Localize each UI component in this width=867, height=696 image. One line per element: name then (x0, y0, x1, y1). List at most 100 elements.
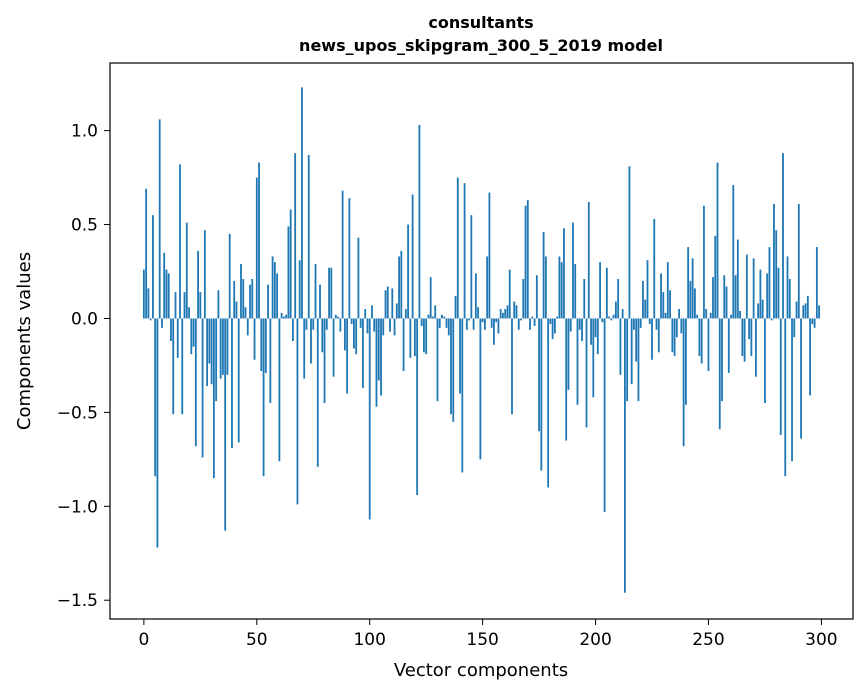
bar-140 (459, 318, 461, 394)
bar-202 (599, 262, 601, 319)
plot-frame (109, 62, 854, 620)
bar-213 (624, 318, 626, 593)
bar-233 (669, 290, 671, 319)
bar-286 (788, 279, 791, 319)
bar-171 (529, 318, 531, 330)
bar-78 (319, 284, 321, 319)
bar-48 (251, 279, 254, 319)
bar-26 (201, 318, 204, 458)
bar-214 (626, 318, 629, 402)
bar-75 (312, 318, 315, 330)
bar-205 (605, 267, 608, 319)
bar-201 (596, 318, 599, 355)
bar-273 (759, 269, 762, 319)
bar-297 (813, 318, 816, 328)
y-tick-label: −1.0 (57, 497, 98, 517)
bar-37 (226, 318, 229, 375)
bar-248 (703, 205, 705, 319)
bar-136 (450, 318, 452, 415)
bar-284 (784, 318, 787, 477)
bar-154 (490, 318, 493, 328)
bar-206 (608, 316, 610, 319)
bar-292 (802, 305, 805, 319)
bar-38 (228, 233, 231, 319)
bar-294 (806, 295, 809, 319)
bar-277 (768, 247, 771, 319)
bar-184 (558, 256, 561, 319)
bar-133 (443, 316, 446, 319)
bar-168 (522, 279, 525, 319)
bar-4 (152, 215, 154, 319)
bar-199 (592, 318, 595, 398)
x-tick-label: 50 (246, 630, 268, 650)
bar-100 (368, 318, 371, 520)
x-tick-label: 250 (692, 630, 724, 650)
bar-280 (775, 230, 778, 319)
bar-164 (513, 301, 516, 319)
bar-90 (346, 318, 349, 394)
bar-270 (752, 258, 755, 319)
bar-144 (468, 318, 470, 321)
bar-238 (680, 318, 683, 334)
bar-235 (673, 318, 676, 357)
bar-160 (504, 309, 507, 319)
bar-109 (389, 318, 391, 332)
bar-32 (215, 318, 218, 402)
bar-279 (773, 203, 775, 319)
bar-110 (391, 288, 394, 319)
bar-102 (373, 318, 376, 332)
bar-46 (246, 318, 249, 336)
bar-33 (217, 290, 220, 319)
bar-35 (222, 318, 224, 375)
bar-147 (474, 273, 477, 319)
bar-118 (409, 318, 412, 358)
bar-299 (818, 305, 821, 319)
bar-116 (404, 309, 407, 319)
bar-50 (255, 177, 258, 319)
bar-257 (723, 275, 726, 319)
bar-139 (456, 177, 459, 319)
bar-266 (743, 318, 746, 362)
bar-45 (244, 307, 247, 319)
bar-204 (603, 318, 606, 512)
bar-73 (307, 155, 310, 319)
bar-252 (712, 277, 714, 319)
bar-69 (298, 260, 301, 319)
y-axis-label: Components values (14, 252, 35, 430)
bar-174 (535, 275, 538, 319)
bar-54 (264, 318, 267, 373)
bar-9 (163, 252, 166, 319)
bar-177 (542, 232, 545, 319)
bar-99 (366, 318, 369, 334)
bar-134 (445, 318, 448, 328)
bar-65 (289, 209, 292, 319)
bar-219 (637, 318, 640, 402)
bar-224 (648, 318, 651, 325)
bar-192 (576, 318, 579, 405)
bar-123 (420, 318, 423, 326)
bar-194 (581, 318, 583, 341)
bar-226 (653, 218, 656, 319)
bar-117 (407, 224, 410, 319)
bar-254 (716, 162, 719, 319)
bar-229 (660, 273, 662, 319)
bar-167 (520, 318, 522, 321)
bar-101 (371, 305, 373, 319)
y-tick-label: −1.5 (57, 591, 98, 611)
bar-125 (425, 318, 428, 355)
bar-113 (398, 256, 400, 319)
bar-163 (511, 318, 513, 415)
bar-241 (687, 247, 690, 319)
bar-18 (183, 292, 186, 319)
bar-106 (382, 318, 385, 336)
bar-207 (610, 318, 613, 321)
bar-121 (416, 318, 419, 496)
bar-145 (470, 215, 473, 319)
chart-title: consultants (428, 13, 533, 32)
bar-60 (278, 318, 281, 462)
bar-188 (567, 318, 570, 390)
bar-234 (671, 318, 674, 353)
y-tick-label: 0.0 (71, 309, 98, 329)
bar-197 (587, 202, 590, 319)
bar-264 (739, 310, 741, 319)
